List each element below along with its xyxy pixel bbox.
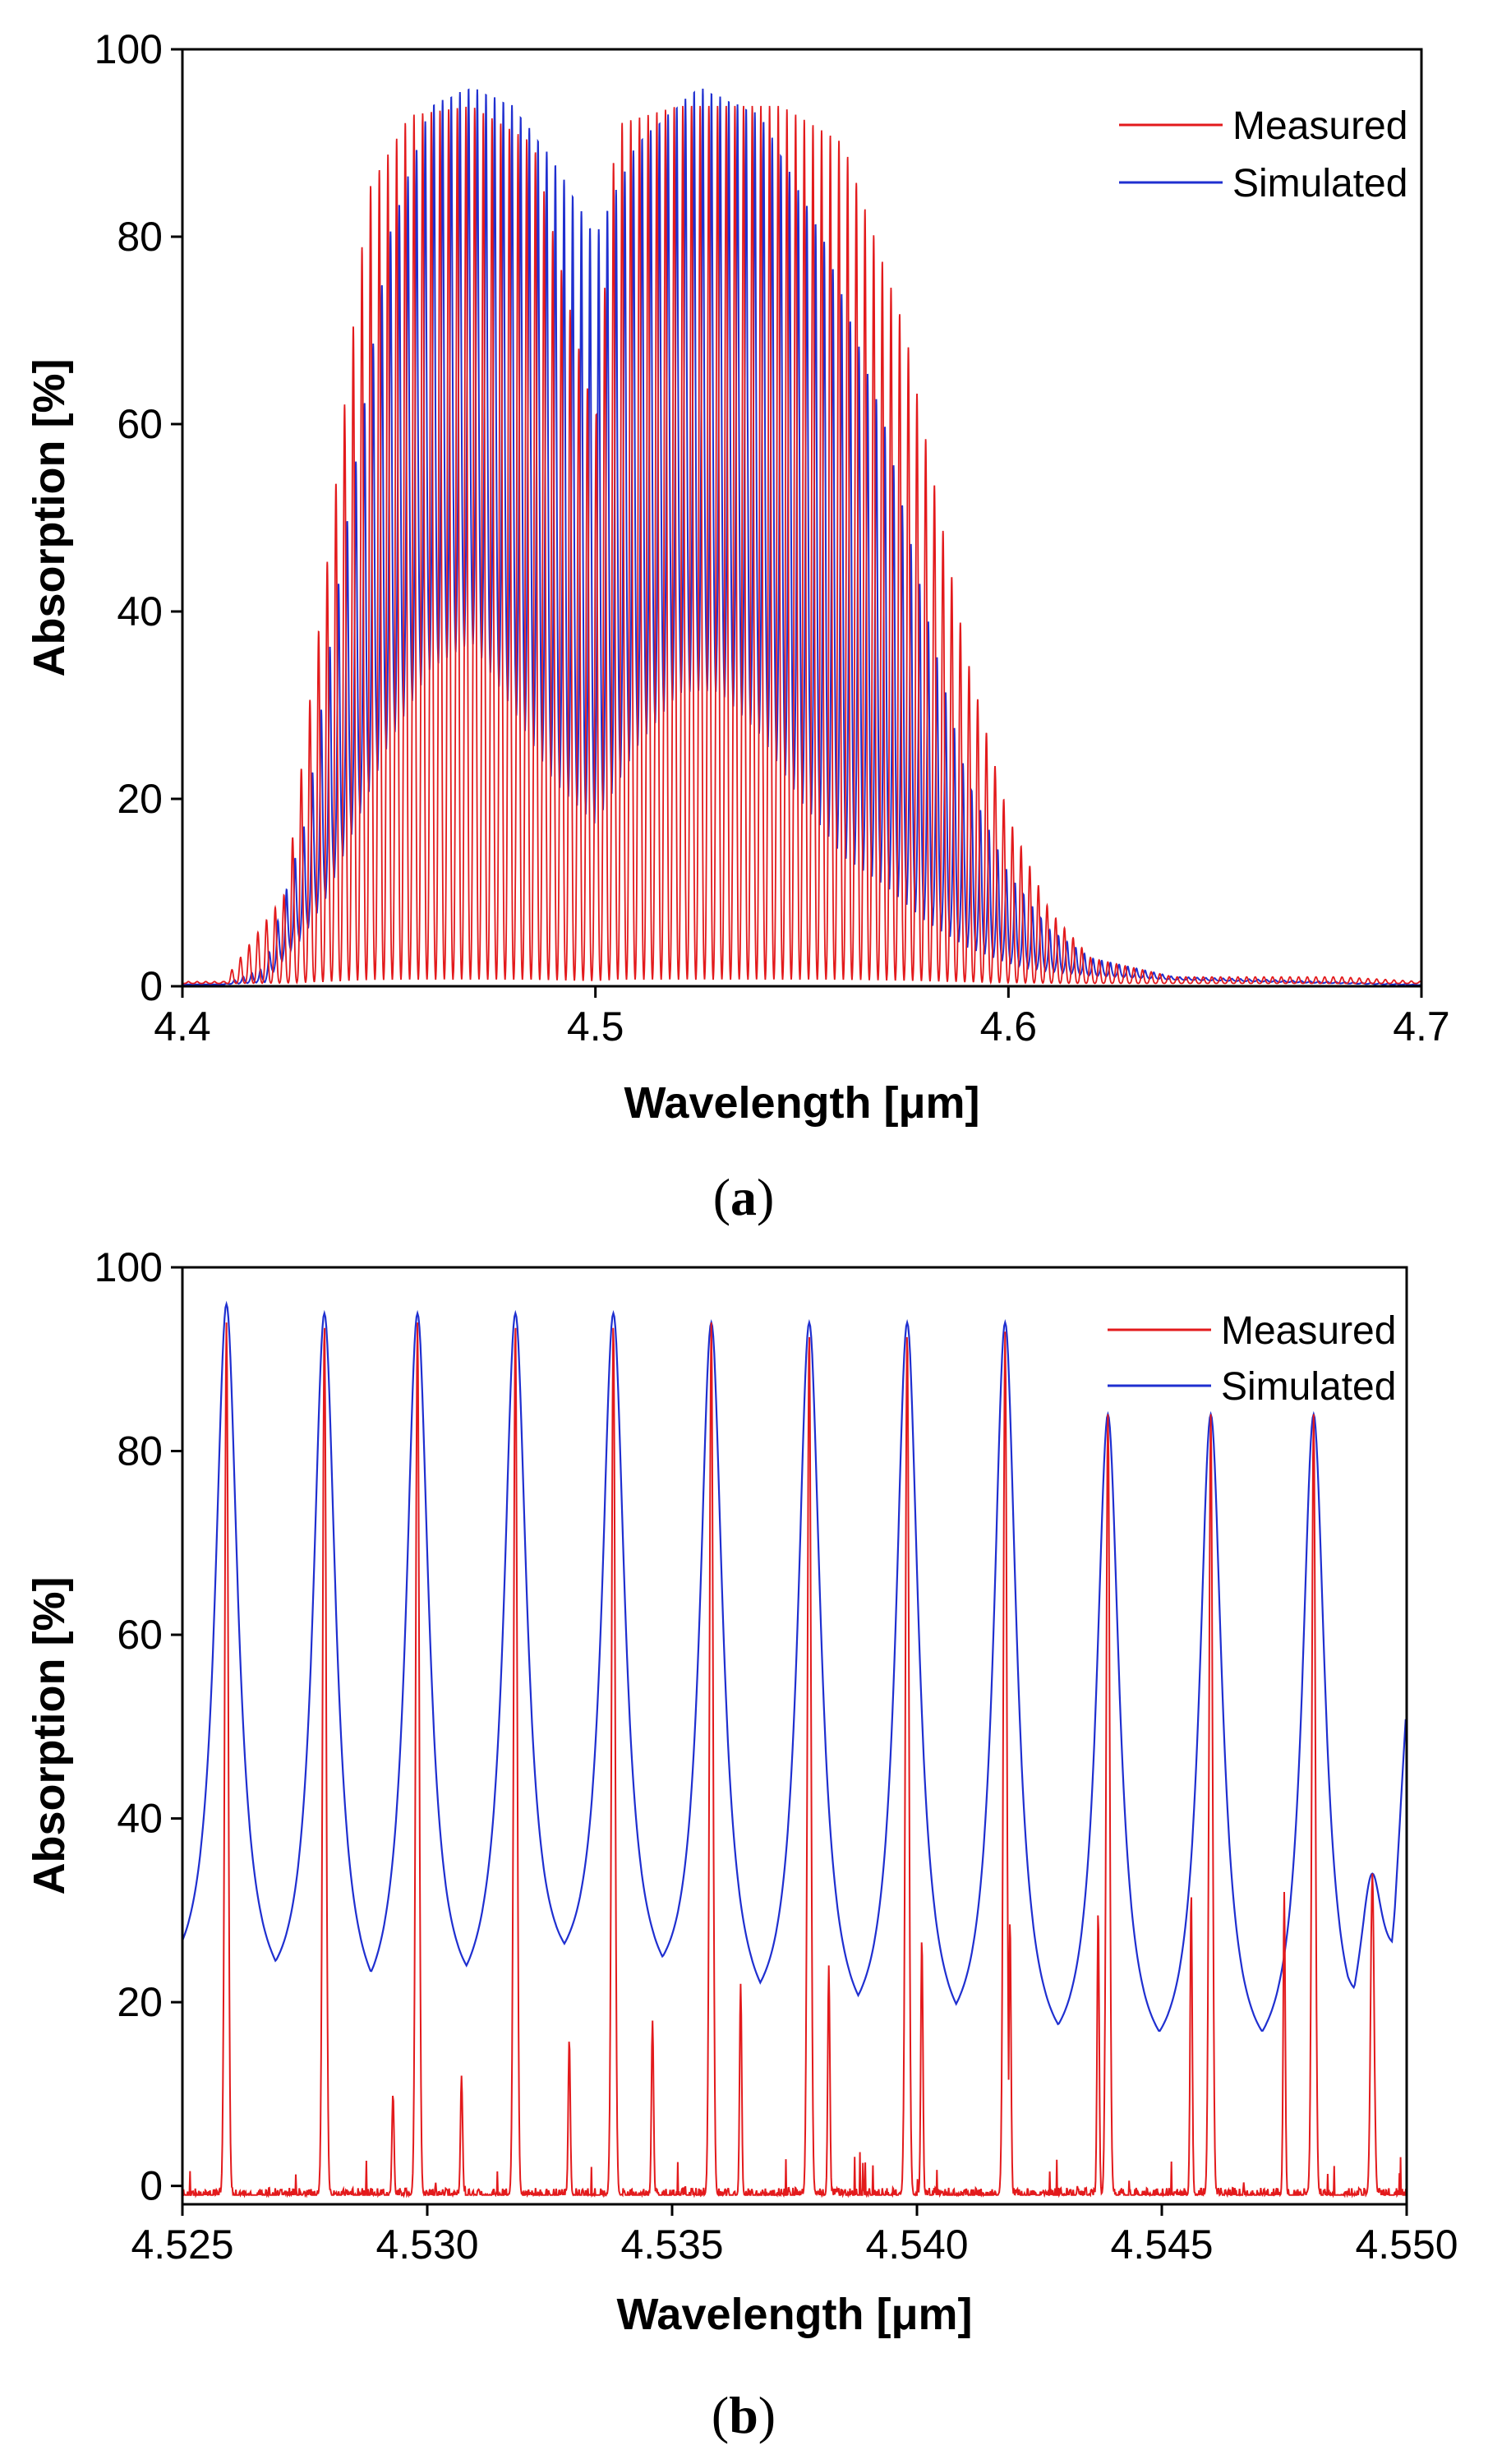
y-tick-label: 0 [140, 2163, 163, 2209]
plot-frame-b [181, 1266, 1408, 2206]
series-line-measured-b [182, 1322, 1407, 2199]
plot-area-b [181, 1300, 1407, 2199]
legend-b: Measured Simulated [1108, 1309, 1396, 1409]
y-tick-label: 60 [117, 401, 163, 447]
chart-panel-b: 4.525 4.530 4.535 4.540 4.545 4.550 0 20 40 60 80… [25, 1244, 1458, 2444]
caption-b: (b) [712, 2386, 776, 2444]
caption-letter-b: b [729, 2386, 758, 2444]
x-tick-label: 4.545 [1110, 2222, 1213, 2268]
y-tick-label: 80 [117, 1428, 163, 1474]
series-line-simulated-b [181, 1300, 1407, 2033]
y-axis-a: 0 20 40 60 80 100 [94, 26, 182, 1009]
y-tick-label: 0 [140, 963, 163, 1009]
y-tick-label: 100 [94, 26, 163, 72]
y-tick-label: 20 [117, 776, 163, 822]
y-tick-label: 40 [117, 1796, 163, 1842]
x-axis-a: 4.4 4.5 4.6 4.7 [154, 986, 1450, 1050]
x-axis-title-b: Wavelength [μm] [616, 2290, 972, 2339]
y-tick-label: 60 [117, 1612, 163, 1658]
plot-area-a [182, 88, 1422, 986]
plot-frame-a [181, 48, 1423, 988]
x-tick-label: 4.535 [620, 2222, 723, 2268]
y-axis-b: 0 20 40 60 80 100 [94, 1244, 182, 2209]
legend-label-simulated-b: Simulated [1221, 1365, 1396, 1409]
x-tick-label: 4.550 [1355, 2222, 1458, 2268]
x-tick-label: 4.6 [980, 1004, 1038, 1050]
y-tick-label: 40 [117, 588, 163, 634]
x-tick-label: 4.525 [131, 2222, 233, 2268]
x-axis-title-a: Wavelength [μm] [624, 1078, 979, 1128]
chart-panel-a: 4.4 4.5 4.6 4.7 0 20 40 60 80 100 Wavelength [μm… [25, 26, 1450, 1226]
x-tick-label: 4.5 [567, 1004, 624, 1050]
x-axis-b: 4.525 4.530 4.535 4.540 4.545 4.550 [131, 2204, 1458, 2268]
x-tick-label: 4.530 [375, 2222, 478, 2268]
legend-label-measured-a: Measured [1232, 104, 1407, 148]
series-line-measured-a [182, 105, 1422, 985]
legend-label-measured-b: Measured [1221, 1309, 1396, 1353]
legend-a: Measured Simulated [1119, 104, 1407, 205]
caption-a: (a) [713, 1168, 775, 1226]
y-tick-label: 20 [117, 1979, 163, 2025]
y-tick-label: 100 [94, 1244, 163, 1290]
y-tick-label: 80 [117, 214, 163, 260]
y-axis-title-b: Absorption [%] [25, 1577, 74, 1895]
caption-letter-a: a [730, 1168, 757, 1226]
legend-label-simulated-a: Simulated [1232, 162, 1407, 205]
y-axis-title-a: Absorption [%] [25, 359, 74, 677]
x-tick-label: 4.540 [865, 2222, 968, 2268]
x-tick-label: 4.7 [1393, 1004, 1450, 1050]
x-tick-label: 4.4 [154, 1004, 211, 1050]
